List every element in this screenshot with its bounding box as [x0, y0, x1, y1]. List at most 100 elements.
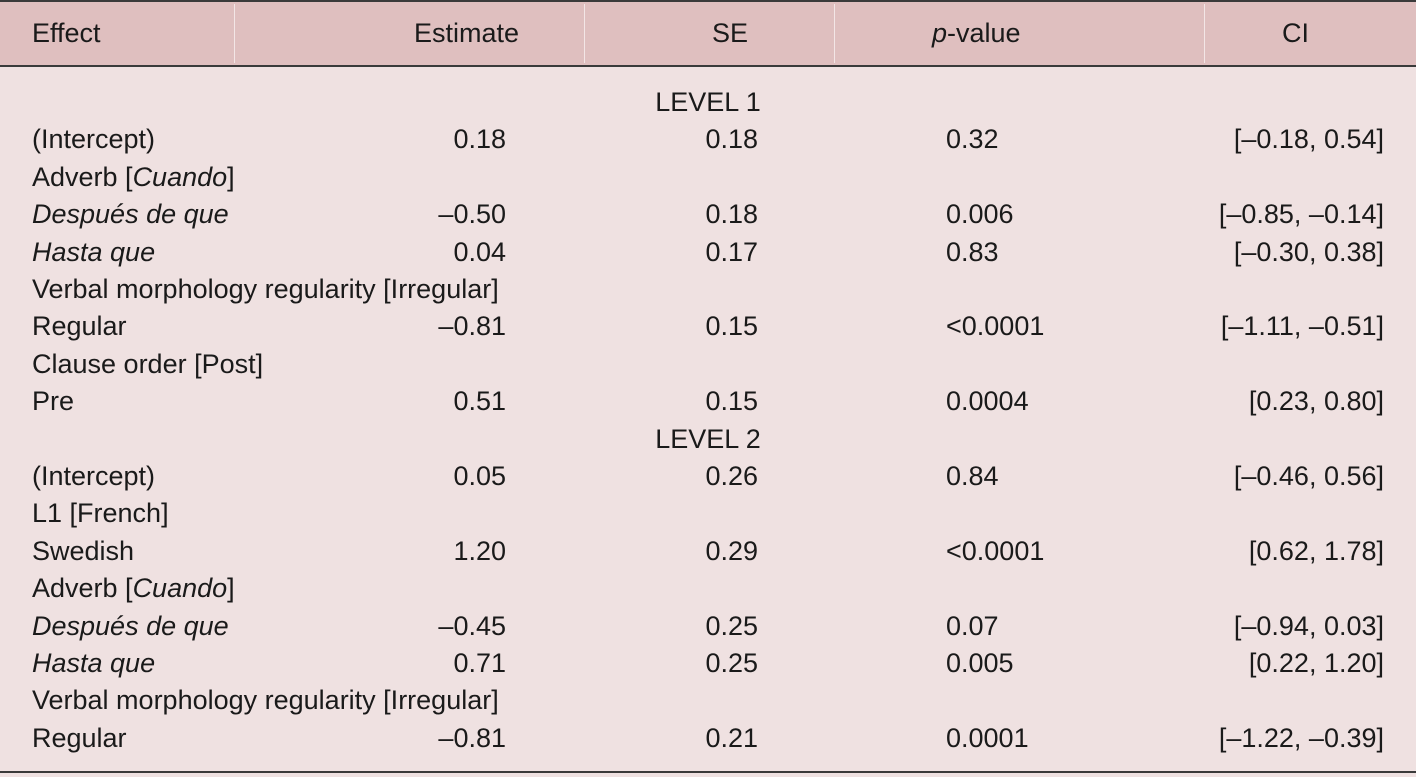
table-row: Hasta que 0.71 0.25 0.005 [0.22, 1.20]	[0, 645, 1416, 682]
group-row: Verbal morphology regularity [Irregular]	[0, 682, 1416, 719]
level-row: LEVEL 2	[0, 421, 1416, 458]
effect-cell: Después de que	[32, 611, 229, 641]
group-row: Clause order [Post]	[0, 346, 1416, 383]
se-cell: 0.15	[705, 311, 758, 341]
se-cell: 0.25	[705, 648, 758, 678]
table-row: Después de que –0.50 0.18 0.006 [–0.85, –0.1…	[0, 196, 1416, 233]
header-se: SE	[712, 18, 749, 48]
level-label: LEVEL 2	[655, 424, 761, 454]
ci-cell: [–0.85, –0.14]	[1218, 199, 1384, 229]
group-label-text: Verbal morphology regularity [Irregular]	[32, 685, 499, 715]
estimate-cell: –0.81	[438, 311, 506, 341]
ci-cell: [0.62, 1.78]	[1248, 536, 1384, 566]
estimate-cell: –0.50	[438, 199, 506, 229]
se-cell: 0.15	[705, 386, 758, 416]
level-label: LEVEL 1	[655, 87, 761, 117]
se-cell: 0.25	[705, 611, 758, 641]
se-cell: 0.21	[705, 723, 758, 753]
effect-cell: Swedish	[32, 536, 135, 566]
estimate-cell: 1.20	[453, 536, 506, 566]
group-label-text: Verbal morphology regularity [Irregular]	[32, 274, 499, 304]
group-label: Adverb [Cuando]	[32, 570, 235, 607]
pvalue-cell: 0.83	[946, 237, 999, 267]
ci-cell: [–1.22, –0.39]	[1218, 723, 1384, 753]
effect-cell: Pre	[32, 386, 75, 416]
group-label-close: ]	[227, 573, 235, 603]
se-cell: 0.17	[705, 237, 758, 267]
table-row: Regular –0.81 0.15 <0.0001 [–1.11, –0.51]	[0, 308, 1416, 345]
header-divider	[834, 4, 835, 63]
effect-cell: Hasta que	[32, 648, 156, 678]
effect-cell: Después de que	[32, 199, 229, 229]
estimate-cell: 0.04	[453, 237, 506, 267]
estimate-cell: –0.45	[438, 611, 506, 641]
table-row: Después de que –0.45 0.25 0.07 [–0.94, 0.03]	[0, 608, 1416, 645]
level-row: LEVEL 1	[0, 84, 1416, 121]
estimate-cell: 0.71	[453, 648, 506, 678]
ci-cell: [–0.18, 0.54]	[1233, 124, 1384, 154]
group-row: Adverb [Cuando]	[0, 159, 1416, 196]
group-row: L1 [French]	[0, 495, 1416, 532]
ci-cell: [0.23, 0.80]	[1248, 386, 1384, 416]
effect-cell: (Intercept)	[32, 461, 156, 491]
header-effect: Effect	[32, 18, 101, 48]
bottom-rule	[0, 771, 1416, 773]
header-pvalue: p-value	[932, 2, 1021, 65]
estimate-cell: 0.51	[453, 386, 506, 416]
group-label-reference: Cuando	[132, 162, 228, 192]
group-label-text: Adverb [	[32, 573, 133, 603]
se-cell: 0.18	[705, 124, 758, 154]
pvalue-cell: 0.07	[946, 611, 999, 641]
group-row: Verbal morphology regularity [Irregular]	[0, 271, 1416, 308]
table-row: (Intercept) 0.18 0.18 0.32 [–0.18, 0.54]	[0, 121, 1416, 158]
effect-cell: Regular	[32, 723, 127, 753]
group-label: L1 [French]	[32, 495, 169, 532]
group-label: Verbal morphology regularity [Irregular]	[32, 271, 499, 308]
table-row: Hasta que 0.04 0.17 0.83 [–0.30, 0.38]	[0, 234, 1416, 271]
group-label-text: Adverb [	[32, 162, 133, 192]
estimate-cell: 0.18	[453, 124, 506, 154]
table-row: Regular –0.81 0.21 0.0001 [–1.22, –0.39]	[0, 720, 1416, 757]
header-estimate: Estimate	[414, 18, 520, 48]
estimate-cell: 0.05	[453, 461, 506, 491]
pvalue-cell: 0.84	[946, 461, 999, 491]
table-row: Pre 0.51 0.15 0.0004 [0.23, 0.80]	[0, 383, 1416, 420]
group-label: Clause order [Post]	[32, 346, 263, 383]
se-cell: 0.18	[705, 199, 758, 229]
group-row: Adverb [Cuando]	[0, 570, 1416, 607]
table-header: Effect Estimate SE p-value CI	[0, 0, 1416, 67]
pvalue-cell: 0.005	[946, 648, 1014, 678]
pvalue-cell: 0.0004	[946, 386, 1029, 416]
header-divider	[584, 4, 585, 63]
table-row: (Intercept) 0.05 0.26 0.84 [–0.46, 0.56]	[0, 458, 1416, 495]
group-label-reference: Cuando	[132, 573, 228, 603]
group-label-text: Clause order [Post]	[32, 349, 264, 379]
pvalue-cell: <0.0001	[946, 536, 1045, 566]
header-pvalue-p: p	[932, 18, 948, 48]
pvalue-cell: <0.0001	[946, 311, 1045, 341]
ci-cell: [–0.30, 0.38]	[1233, 237, 1384, 267]
group-label: Adverb [Cuando]	[32, 159, 235, 196]
ci-cell: [–0.46, 0.56]	[1233, 461, 1384, 491]
se-cell: 0.29	[705, 536, 758, 566]
group-label-close: ]	[227, 162, 235, 192]
effect-cell: Regular	[32, 311, 127, 341]
estimate-cell: –0.81	[438, 723, 506, 753]
pvalue-cell: 0.0001	[946, 723, 1029, 753]
ci-cell: [–1.11, –0.51]	[1220, 311, 1384, 341]
ci-cell: [–0.94, 0.03]	[1233, 611, 1384, 641]
header-divider	[234, 4, 235, 63]
header-divider	[1204, 4, 1205, 63]
pvalue-cell: 0.32	[946, 124, 999, 154]
se-cell: 0.26	[705, 461, 758, 491]
group-label: Verbal morphology regularity [Irregular]	[32, 682, 499, 719]
table-row: Swedish 1.20 0.29 <0.0001 [0.62, 1.78]	[0, 533, 1416, 570]
group-label-text: L1 [French]	[32, 498, 169, 528]
pvalue-cell: 0.006	[946, 199, 1014, 229]
effect-cell: (Intercept)	[32, 124, 156, 154]
header-pvalue-suffix: -value	[947, 18, 1021, 48]
effect-cell: Hasta que	[32, 237, 156, 267]
ci-cell: [0.22, 1.20]	[1248, 648, 1384, 678]
header-ci: CI	[1282, 18, 1309, 48]
